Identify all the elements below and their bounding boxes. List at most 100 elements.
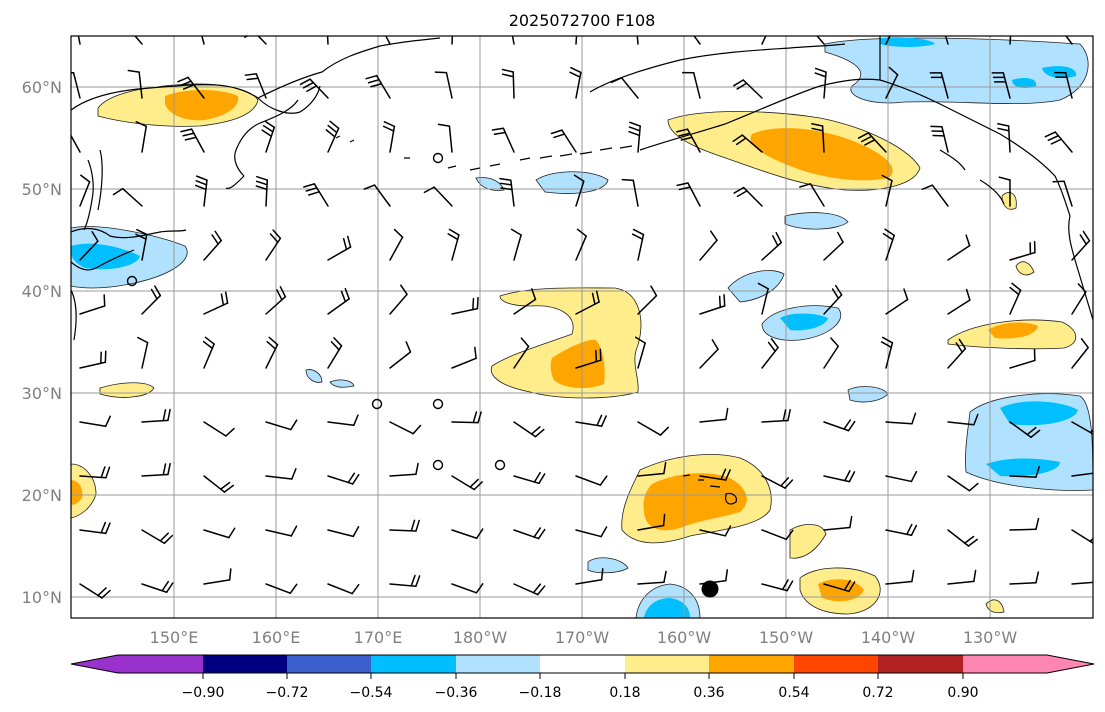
wind-barb: [823, 231, 844, 261]
wind-barb: [1009, 36, 1012, 45]
wind-barb: [434, 71, 453, 99]
wind-barb: [699, 294, 726, 315]
negative-anomaly-region: [329, 379, 355, 388]
lon-label: 170°W: [555, 628, 610, 647]
wind-barb: [880, 336, 894, 369]
wind-barb: [451, 36, 454, 45]
wind-barb: [699, 468, 731, 481]
negative-anomaly-core: [71, 243, 140, 270]
wind-barb: [761, 36, 767, 45]
coastline-japan: [71, 227, 187, 341]
wind-barb: [1009, 517, 1040, 531]
wind-barbs: [71, 36, 1093, 599]
wind-barb: [511, 36, 515, 45]
wind-barb: [513, 421, 545, 438]
wind-barb: [575, 526, 608, 538]
negative-anomaly-core: [644, 598, 690, 618]
wind-barb: [365, 74, 391, 99]
wind-barb: [327, 472, 360, 485]
wind-barb: [885, 66, 899, 99]
lon-label: 180°W: [453, 628, 508, 647]
wind-barb: [501, 68, 515, 99]
wind-barb: [882, 228, 895, 261]
wind-barb: [1009, 348, 1036, 369]
wind-barb: [79, 583, 111, 599]
positive-anomaly-region: [71, 463, 97, 519]
wind-barb: [732, 134, 763, 153]
negative-anomaly-core: [986, 458, 1060, 477]
wind-barb: [265, 336, 279, 369]
wind-barb: [135, 121, 148, 153]
wind-barb: [265, 419, 298, 431]
wind-barb: [569, 66, 582, 99]
lon-label: 150°W: [759, 628, 814, 647]
wind-barb: [437, 123, 453, 153]
lat-label: 10°N: [22, 588, 62, 607]
lat-label: 40°N: [22, 282, 62, 301]
wind-barb: [757, 282, 769, 315]
wind-barb: [194, 175, 208, 207]
wind-barb: [79, 350, 107, 369]
wind-barb: [255, 175, 269, 207]
wind-barb: [699, 230, 718, 261]
lon-label: 160°W: [657, 628, 712, 647]
positive-anomaly-region: [789, 524, 827, 559]
wind-barb: [857, 132, 887, 153]
wind-barb: [761, 475, 794, 489]
lon-label: 150°E: [150, 628, 199, 647]
wind-barb: [327, 287, 350, 315]
wind-barb: [265, 286, 287, 315]
wind-barb: [327, 235, 352, 261]
wind-barb: [991, 72, 1011, 99]
coastline-sakhalin: [83, 149, 103, 231]
wind-barb: [637, 285, 658, 315]
wind-barb: [265, 525, 298, 537]
wind-barb: [1009, 465, 1041, 478]
wind-barb: [389, 574, 421, 587]
wind-barb: [71, 72, 81, 99]
wind-barb: [621, 178, 639, 207]
longitude-labels: 150°E 160°E 170°E 180°W 170°W 160°W 150°…: [150, 628, 1018, 647]
colorbar-tick-label: −0.54: [350, 685, 393, 701]
wind-barb: [265, 468, 297, 480]
wind-barb: [814, 67, 827, 99]
lon-label: 170°E: [354, 628, 403, 647]
wind-barb: [389, 462, 419, 477]
lon-label: 160°E: [252, 628, 301, 647]
colorbar-tick-label: 0.54: [778, 685, 809, 701]
storm-center-dot: [701, 580, 719, 598]
coastline-alaska: [589, 36, 1093, 321]
positive-anomaly-core: [988, 322, 1038, 339]
wind-barb: [885, 569, 915, 585]
colorbar-min-extend: [71, 655, 118, 673]
wind-barb: [112, 187, 143, 207]
colorbar-outline: [70, 654, 1095, 674]
wind-barb: [885, 288, 909, 315]
negative-anomaly-region: [305, 369, 323, 383]
colorbar-segment: [118, 655, 203, 673]
wind-barb: [180, 128, 205, 153]
wind-barb: [389, 284, 408, 315]
calm-marker: [494, 459, 506, 471]
colorbar-segment: [540, 655, 625, 673]
wind-barb: [79, 521, 111, 535]
wind-barb: [947, 413, 979, 426]
negative-anomaly-region: [784, 212, 849, 230]
wind-barb: [134, 36, 143, 45]
negative-anomaly-region: [727, 270, 785, 303]
colorbar-segment: [794, 655, 878, 673]
wind-barb: [261, 120, 276, 153]
wind-barb: [327, 583, 360, 595]
colorbar-tick-label: −0.36: [435, 685, 478, 701]
wind-barb: [636, 36, 639, 45]
wind-barb: [201, 36, 205, 45]
wind-barb: [141, 285, 162, 315]
positive-anomaly-core: [165, 90, 239, 121]
wind-barb: [203, 421, 235, 437]
wind-barb: [203, 291, 229, 315]
wind-barb: [141, 408, 171, 423]
negative-anomaly-core: [780, 313, 828, 331]
wind-barb: [733, 186, 763, 207]
wind-barb: [77, 36, 81, 45]
wind-barb: [389, 341, 412, 369]
